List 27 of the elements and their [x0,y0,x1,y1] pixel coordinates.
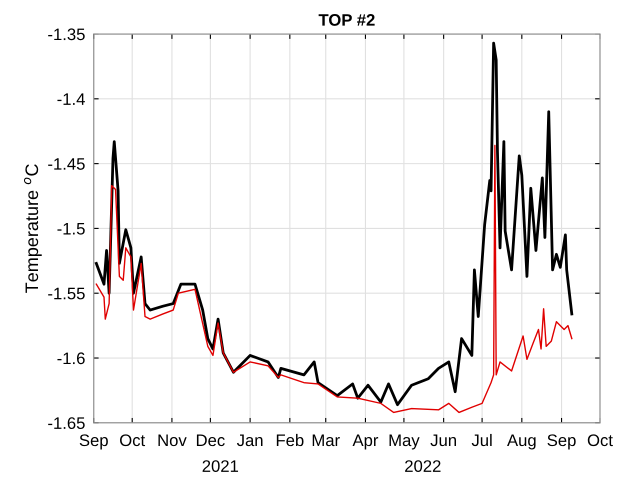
x-tick-label: Mar [312,434,340,446]
y-tick-label: -1.65 [48,417,85,430]
x-tick-label: Oct [120,434,146,446]
line-series [94,42,574,406]
x-tick-label: Sep [80,434,108,450]
x-tick-label: Nov [158,434,187,446]
x-tick-label: Aug [507,434,536,450]
y-tick-label: -1.55 [48,288,85,300]
x-tick-label: Oct [588,434,613,446]
chart-title: TOP #2 [318,14,375,26]
y-tick-label: -1.35 [48,28,85,40]
y-tick-label: -1.4 [57,93,85,105]
line-series [96,144,572,414]
text: 2021 [202,460,238,472]
text: 2022 [405,460,441,472]
x-tick-label: May [390,434,420,450]
x-tick-label: Jul [472,434,492,446]
y-tick-label: -1.6 [57,352,85,364]
x-tick-label: Jun [430,434,456,446]
y-tick-label: -1.5 [57,222,85,235]
x-tick-label: Jan [236,434,262,446]
y-tick-label: -1.45 [48,158,85,170]
x-tick-label: Apr [352,434,378,450]
x-tick-label: Sep [547,434,576,450]
y-axis-title: Temperature $^{o}$C [24,164,42,293]
x-tick-label: Dec [196,434,225,446]
x-tick-label: Feb [276,434,304,446]
